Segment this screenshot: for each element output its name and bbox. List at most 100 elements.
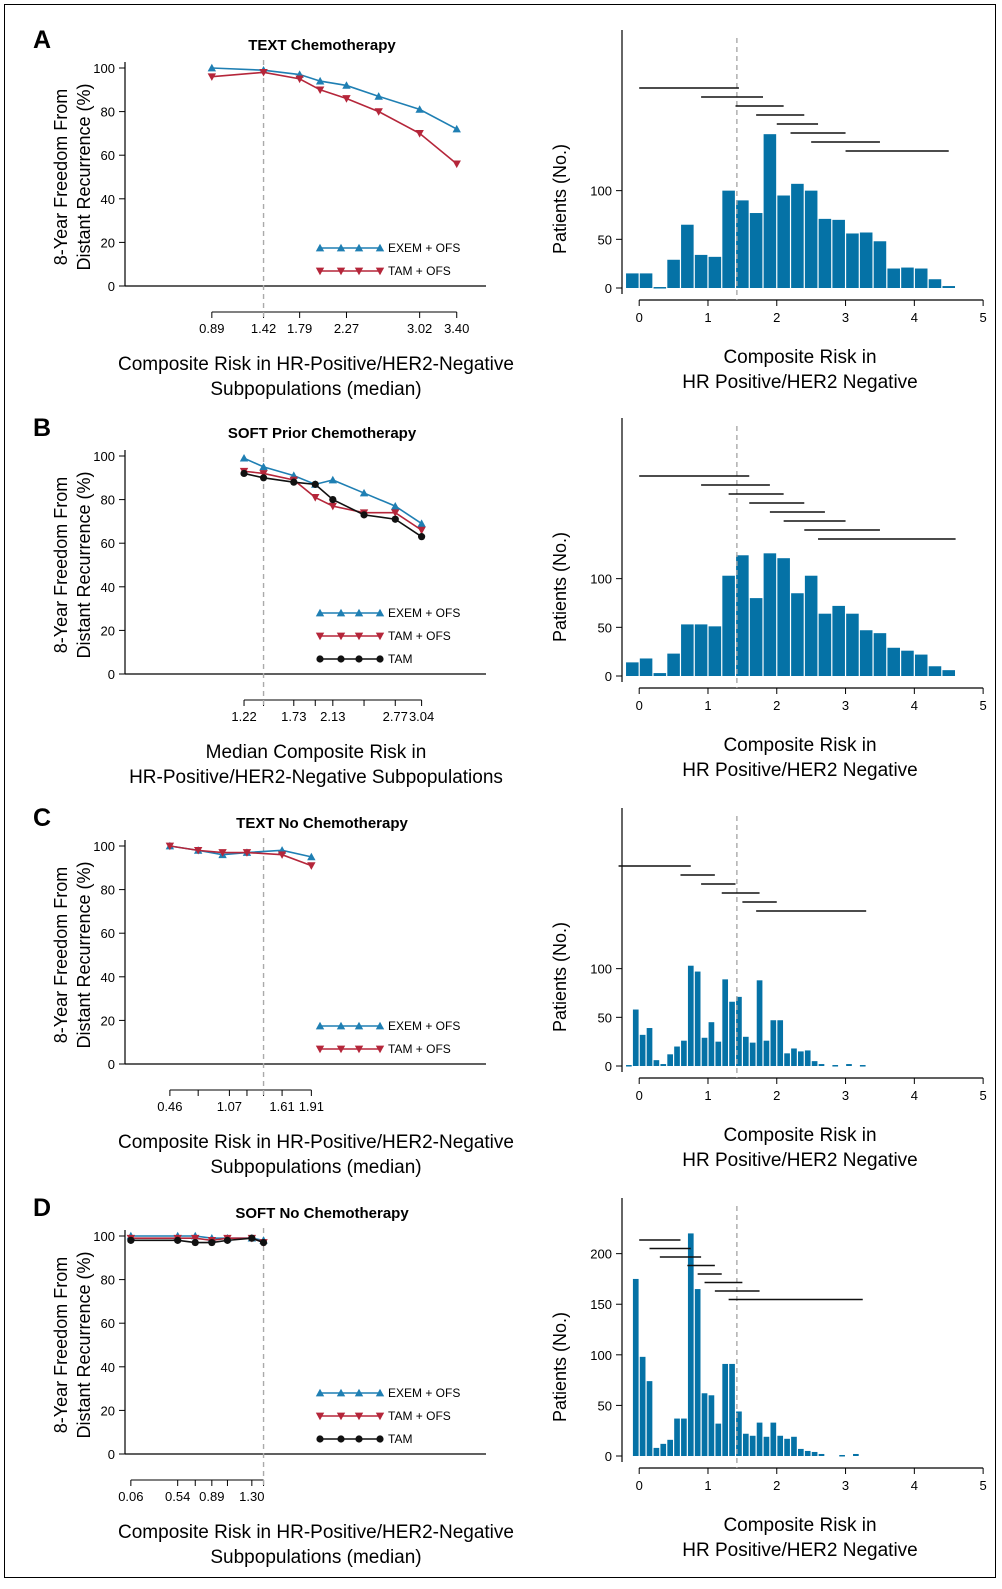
line-x-axis-label: Composite Risk in HR-Positive/HER2-Negat… bbox=[118, 1132, 514, 1178]
histogram-bar bbox=[832, 219, 845, 288]
histogram-bar bbox=[791, 1048, 797, 1066]
line-y-tick-label: 0 bbox=[108, 667, 115, 682]
histogram-bar bbox=[914, 654, 928, 676]
histogram-bar bbox=[784, 1438, 790, 1456]
histogram-bar bbox=[770, 1020, 777, 1066]
histogram-bar bbox=[736, 555, 749, 676]
histogram-bar bbox=[846, 613, 859, 676]
histogram-bar bbox=[818, 1064, 825, 1066]
legend-label-exem: EXEM + OFS bbox=[388, 241, 460, 255]
series-line-tam_ofs bbox=[169, 845, 312, 867]
hist-x-tick-label: 3 bbox=[842, 1478, 849, 1493]
data-point-tam bbox=[127, 1236, 135, 1244]
panel-letter-B: B bbox=[33, 414, 51, 442]
histogram-bar bbox=[832, 1065, 839, 1067]
line-y-tick-label: 100 bbox=[93, 839, 115, 854]
histogram-bar bbox=[742, 1433, 749, 1456]
histogram-bar bbox=[777, 1435, 784, 1456]
data-point-tam bbox=[329, 496, 337, 504]
legend-marker-tam bbox=[337, 1435, 345, 1443]
line-y-tick-label: 100 bbox=[93, 449, 115, 464]
panel-letter-C: C bbox=[33, 804, 51, 832]
line-x-tick-label: 0.46 bbox=[157, 1099, 182, 1114]
line-x-tick-label: 1.91 bbox=[299, 1099, 324, 1114]
histogram-bar bbox=[859, 232, 873, 288]
line-x-tick-label: 0.54 bbox=[165, 1489, 190, 1504]
hist-y-tick-label: 50 bbox=[598, 1010, 612, 1025]
histogram-bar bbox=[639, 658, 653, 676]
histogram-bar bbox=[942, 670, 956, 676]
data-point-tam bbox=[391, 515, 399, 523]
hist-x-axis-label: Composite Risk in HR Positive/HER2 Negati… bbox=[682, 735, 917, 781]
line-y-tick-label: 60 bbox=[101, 1316, 115, 1331]
histogram-bar bbox=[756, 1422, 763, 1456]
data-point-tam_ofs bbox=[415, 130, 424, 138]
panel-letter-D: D bbox=[33, 1194, 51, 1222]
histogram-bar bbox=[804, 1050, 811, 1066]
data-point-exem bbox=[315, 76, 325, 85]
legend-marker-exem bbox=[354, 1021, 364, 1030]
legend-marker-exem bbox=[375, 243, 385, 252]
series-line-exem bbox=[211, 67, 458, 130]
figure-border bbox=[4, 4, 996, 1578]
histogram-bar bbox=[681, 1418, 687, 1456]
line-x-tick-label: 0.06 bbox=[118, 1489, 143, 1504]
line-y-tick-label: 40 bbox=[101, 580, 115, 595]
histogram-bar bbox=[687, 965, 694, 1066]
hist-x-tick-label: 0 bbox=[636, 1088, 643, 1103]
data-point-tam bbox=[311, 480, 319, 488]
hist-x-tick-label: 4 bbox=[911, 1088, 918, 1103]
histogram-bar bbox=[811, 1451, 818, 1456]
line-x-axis-label: Composite Risk in HR-Positive/HER2-Negat… bbox=[118, 354, 514, 400]
histogram-bar bbox=[873, 241, 887, 288]
data-point-tam bbox=[259, 1238, 268, 1247]
hist-y-axis-label: Patients (No.) bbox=[550, 532, 570, 642]
histogram-bar bbox=[667, 1054, 673, 1066]
legend-marker-tam_ofs bbox=[315, 1412, 325, 1421]
data-point-tam_ofs bbox=[207, 73, 217, 81]
histogram-bar bbox=[653, 673, 667, 676]
legend-marker-exem bbox=[354, 243, 364, 252]
histogram-bar bbox=[646, 1381, 653, 1456]
histogram-bar bbox=[777, 195, 790, 288]
histogram-bar bbox=[632, 1278, 639, 1456]
legend-marker-exem bbox=[315, 1021, 325, 1030]
line-y-tick-label: 20 bbox=[101, 235, 115, 250]
line-y-tick-label: 100 bbox=[93, 61, 115, 76]
hist-x-tick-label: 2 bbox=[773, 1088, 780, 1103]
histogram-bar bbox=[660, 1064, 667, 1066]
histogram-bar bbox=[798, 1051, 804, 1066]
data-point-tam bbox=[290, 478, 298, 486]
histogram-bar bbox=[756, 980, 763, 1066]
histogram-bar bbox=[708, 626, 722, 676]
data-point-tam_ofs bbox=[417, 526, 426, 535]
data-point-exem bbox=[307, 852, 316, 861]
data-point-tam bbox=[248, 1234, 256, 1242]
hist-x-tick-label: 4 bbox=[911, 1478, 918, 1493]
line-x-tick-label: 3.40 bbox=[444, 321, 469, 336]
data-point-tam bbox=[240, 469, 248, 478]
histogram-bar bbox=[626, 273, 639, 288]
line-x-tick-label: 3.02 bbox=[407, 321, 432, 336]
histogram-bar bbox=[749, 598, 763, 676]
line-x-tick-label: 1.30 bbox=[239, 1489, 264, 1504]
histogram-bar bbox=[708, 1395, 715, 1456]
histogram-bar bbox=[749, 1435, 756, 1456]
histogram-bar bbox=[853, 1453, 859, 1456]
hist-y-axis-label: Patients (No.) bbox=[550, 1312, 570, 1422]
histogram-bar bbox=[722, 190, 735, 288]
histogram-bar bbox=[701, 1037, 708, 1066]
histogram-bar bbox=[859, 630, 873, 676]
histogram-bar bbox=[708, 1022, 715, 1066]
legend-marker-exem bbox=[375, 1021, 385, 1030]
hist-x-tick-label: 1 bbox=[704, 1478, 711, 1493]
histogram-bar bbox=[694, 254, 708, 288]
histogram-bar bbox=[715, 1423, 722, 1456]
data-point-tam bbox=[360, 511, 368, 519]
histogram-bar bbox=[660, 1443, 667, 1456]
histogram-bar bbox=[846, 233, 859, 288]
line-x-tick-label: 1.73 bbox=[281, 709, 306, 724]
histogram-bar bbox=[674, 1046, 680, 1066]
